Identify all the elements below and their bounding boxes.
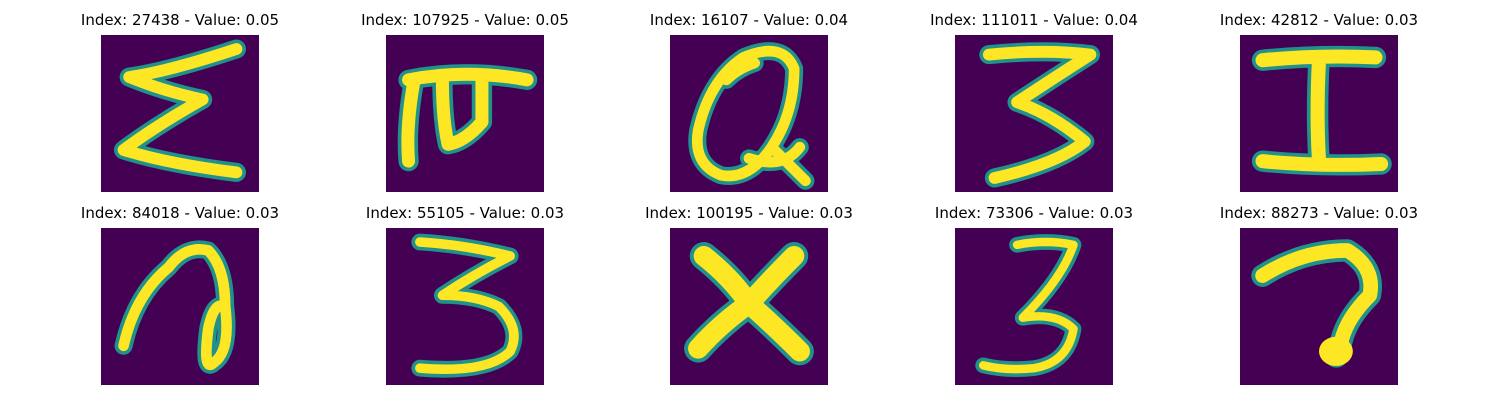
panel-7: Index: 55105 - Value: 0.03: [355, 204, 575, 385]
panel-9: Index: 73306 - Value: 0.03: [924, 204, 1144, 385]
panel-title: Index: 55105 - Value: 0.03: [365, 204, 565, 222]
glyph-image: [670, 35, 828, 192]
glyph-image: [955, 35, 1113, 192]
glyph-image: [101, 35, 259, 192]
glyph-image: [670, 228, 828, 385]
panel-1: Index: 27438 - Value: 0.05: [70, 11, 290, 192]
panel-title: Index: 27438 - Value: 0.05: [80, 11, 280, 29]
panel-title: Index: 100195 - Value: 0.03: [645, 204, 853, 222]
glyph-image: [955, 228, 1113, 385]
panel-title: Index: 73306 - Value: 0.03: [934, 204, 1134, 222]
panel-title: Index: 88273 - Value: 0.03: [1219, 204, 1419, 222]
panel-title: Index: 107925 - Value: 0.05: [361, 11, 569, 29]
glyph-image: [1240, 228, 1398, 385]
panel-10: Index: 88273 - Value: 0.03: [1209, 204, 1429, 385]
panel-3: Index: 16107 - Value: 0.04: [639, 11, 859, 192]
glyph-image: [1240, 35, 1398, 192]
panel-title: Index: 16107 - Value: 0.04: [649, 11, 849, 29]
panel-8: Index: 100195 - Value: 0.03: [639, 204, 859, 385]
panel-title: Index: 84018 - Value: 0.03: [80, 204, 280, 222]
panel-2: Index: 107925 - Value: 0.05: [355, 11, 575, 192]
glyph-image: [101, 228, 259, 385]
panel-4: Index: 111011 - Value: 0.04: [924, 11, 1144, 192]
glyph-image: [386, 228, 544, 385]
panel-title: Index: 111011 - Value: 0.04: [930, 11, 1138, 29]
panel-title: Index: 42812 - Value: 0.03: [1219, 11, 1419, 29]
glyph-image: [386, 35, 544, 192]
panel-5: Index: 42812 - Value: 0.03: [1209, 11, 1429, 192]
panel-6: Index: 84018 - Value: 0.03: [70, 204, 290, 385]
